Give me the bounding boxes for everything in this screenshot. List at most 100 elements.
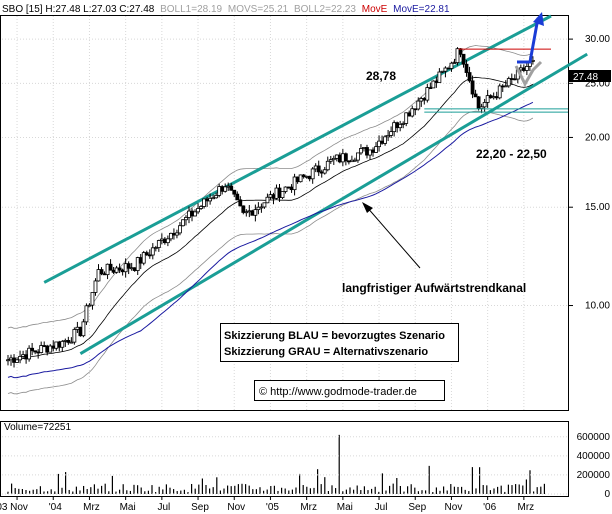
candle-body [531,59,535,62]
x-tick-label: Mai [337,502,353,513]
candle-body [518,67,523,71]
candle-body [521,67,526,71]
candle-body [211,197,216,200]
candle-body [377,140,381,148]
candle-body [509,78,514,80]
blue-scenario-arrowhead [533,12,544,26]
candle-body [181,219,185,227]
x-tick-label: '05 [266,502,279,513]
candle-body [503,85,508,88]
candle-body [108,263,113,271]
candle-body [33,350,38,353]
candle-body [325,160,330,171]
header-move-b: MovE=22.81 [393,4,450,15]
candle-body [51,345,56,349]
scenario-blue-text: Skizzierung BLAU = bevorzugtes Szenario [224,330,445,342]
candle-body [476,96,481,109]
x-tick-label: Mrz [518,502,535,513]
candle-body [331,157,336,161]
candle-body [359,148,363,154]
candle-body [241,205,246,213]
candle-body [277,187,282,199]
header-info: SBO [15] H:27.48 L:27.03 C:27.48 BOLL1=2… [2,4,450,15]
candle-body [413,108,418,111]
channel-lower-line [79,52,588,355]
candle-body [114,267,119,273]
x-tick-label: Mrz [83,502,100,513]
candle-body [289,186,294,191]
trend-arrow-head [362,202,373,213]
candle-body [117,267,122,271]
candle-body [446,67,451,70]
candlesticks [6,47,535,368]
candle-body [159,238,164,241]
candle-body [232,189,237,195]
candle-body [404,112,409,124]
candle-body [18,356,22,361]
candle-body [220,186,225,192]
candle-body [84,305,89,323]
candle-body [494,96,499,99]
candle-body [21,354,25,357]
candle-body [301,174,306,178]
candle-body [132,267,137,271]
trend-label: langfristiger Aufwärtstrendkanal [342,281,526,295]
support-label: 22,20 - 22,50 [476,147,547,161]
candle-body [102,273,107,276]
candle-body [346,160,351,163]
candle-body [512,78,517,81]
y-tick-label: 25.00 [585,78,610,89]
candle-body [319,171,324,174]
candle-body [135,257,140,271]
volume-tick-label: 400000 [577,451,611,462]
candle-body [93,280,98,293]
candle-body [87,304,92,307]
candle-body [12,357,16,363]
candle-body [99,269,104,275]
last-price-tag [569,70,611,82]
candle-body [283,186,288,192]
candle-body [129,267,134,270]
y-tick-label: 30.00 [585,34,610,45]
candle-body [422,98,427,101]
volume-label: Volume=72251 [4,422,71,433]
candle-body [162,238,167,244]
candle-body [425,87,430,101]
candle-body [223,186,228,192]
candle-body [126,263,131,269]
x-tick-label: Jul [375,502,388,513]
candle-body [57,341,62,348]
candle-body [524,66,529,71]
candle-body [340,153,345,163]
x-tick-label: Nov [445,502,463,513]
volume-bars [7,434,546,494]
header-boll1: BOLL1=28.19 [160,4,222,15]
candle-body [199,206,203,209]
candle-body [250,210,255,216]
candle-body [235,193,240,201]
header-move-a: MovE [362,4,388,15]
candle-body [316,165,321,173]
candle-body [172,232,176,236]
candle-body [48,345,53,353]
grey-scenario-sketch [514,60,543,88]
candle-body [443,67,448,72]
candle-body [491,96,496,99]
y-tick-label: 20.00 [585,132,610,143]
volume-axis: 600000 400000 200000 0 [2,432,610,500]
candle-body [337,154,342,163]
candle-body [265,196,270,204]
x-tick-label: Sep [191,502,209,513]
candle-body [374,146,378,153]
candle-body [69,341,74,344]
candle-body [292,176,297,191]
x-tick-label: Jul [157,502,170,513]
candle-body [428,87,433,90]
header-movs: MOVS=25.21 [228,4,289,15]
candle-body [452,62,457,64]
candle-body [473,93,478,98]
candle-body [156,240,161,248]
candle-body [190,210,194,217]
volume-pane-frame [0,421,569,497]
